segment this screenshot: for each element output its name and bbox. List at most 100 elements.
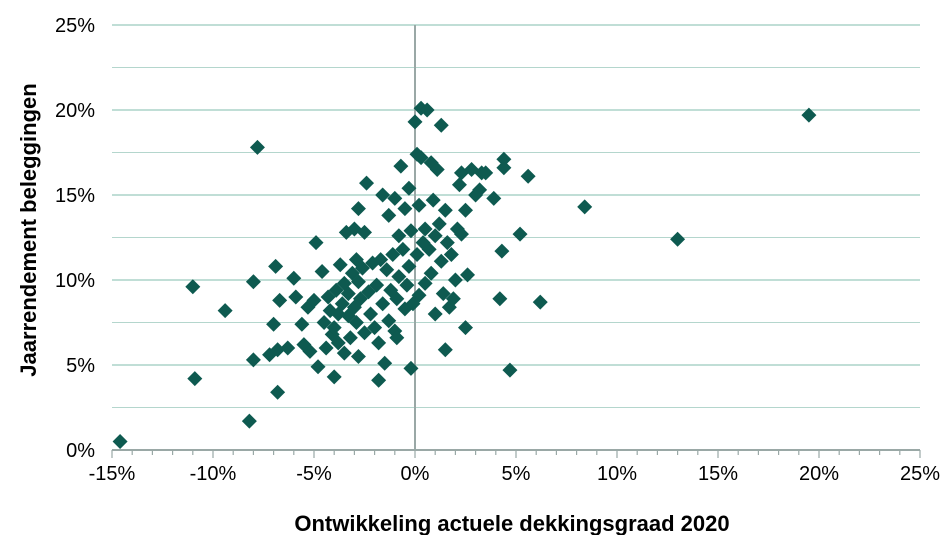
x-tick-label: 15%	[698, 463, 738, 485]
y-tick-label: 15%	[55, 185, 95, 207]
data-point	[363, 306, 379, 322]
y-tick-label: 25%	[55, 15, 95, 37]
data-point	[336, 345, 352, 361]
data-point	[359, 175, 375, 191]
data-point	[350, 201, 366, 217]
axes	[111, 25, 921, 458]
data-point	[288, 289, 304, 305]
data-point	[443, 247, 459, 262]
data-point	[403, 223, 419, 239]
data-point	[187, 371, 203, 387]
data-point	[801, 107, 817, 123]
data-point	[310, 359, 326, 375]
data-point	[375, 187, 391, 203]
data-point	[350, 349, 366, 364]
data-point	[399, 277, 415, 293]
data-point	[371, 372, 387, 388]
data-point	[437, 202, 453, 218]
data-point	[266, 316, 282, 332]
data-point	[409, 247, 425, 262]
data-point	[381, 313, 397, 329]
data-point	[350, 274, 366, 290]
data-point	[417, 275, 433, 291]
data-point	[458, 320, 473, 336]
data-point	[280, 340, 296, 356]
data-point	[486, 190, 502, 206]
data-point	[302, 343, 318, 359]
data-point	[435, 286, 451, 302]
data-point	[403, 360, 419, 376]
data-point	[532, 294, 548, 310]
data-point	[306, 292, 322, 308]
data-point	[453, 226, 469, 242]
data-point	[411, 197, 427, 213]
data-point	[381, 207, 397, 223]
data-point	[577, 199, 593, 215]
data-point	[429, 162, 445, 177]
data-point	[427, 306, 443, 322]
y-tick-label: 5%	[66, 355, 95, 377]
data-point	[357, 325, 372, 341]
data-point	[425, 192, 441, 208]
data-point	[423, 265, 439, 281]
data-point	[326, 369, 342, 385]
data-point	[512, 226, 528, 242]
data-point	[217, 303, 233, 319]
data-point	[367, 320, 383, 336]
data-point	[385, 247, 401, 262]
data-point	[478, 165, 494, 181]
y-tick-label: 10%	[55, 270, 95, 292]
data-point	[318, 340, 334, 356]
data-point	[330, 335, 346, 351]
data-point	[249, 139, 265, 155]
data-point	[340, 286, 356, 302]
data-point	[369, 277, 385, 293]
x-tick-label: 20%	[799, 463, 839, 485]
data-point	[411, 287, 427, 303]
data-point	[373, 252, 389, 268]
data-point	[502, 362, 518, 378]
x-tick-label: -15%	[89, 463, 136, 485]
data-point	[451, 177, 467, 193]
data-point	[494, 243, 510, 259]
data-point	[496, 160, 512, 176]
data-point	[185, 279, 201, 295]
y-axis-title: Jaarrendement beleggingen	[16, 83, 41, 376]
data-point	[433, 253, 449, 269]
data-point	[389, 291, 405, 307]
data-point	[393, 158, 409, 174]
data-point	[308, 235, 324, 251]
data-point	[472, 182, 488, 198]
data-point	[387, 190, 403, 206]
x-axis-title: Ontwikkeling actuele dekkingsgraad 2020	[294, 511, 729, 535]
data-point	[670, 231, 686, 247]
horizontal-gridlines	[112, 24, 920, 408]
data-point	[357, 224, 372, 240]
data-point	[492, 291, 508, 307]
x-tick-label: 0%	[401, 463, 430, 485]
data-point	[294, 316, 310, 332]
data-point	[316, 315, 332, 330]
data-point	[112, 434, 128, 449]
data-point	[433, 117, 449, 133]
data-point	[348, 315, 364, 330]
x-tick-label: -10%	[190, 463, 237, 485]
data-point	[417, 221, 433, 237]
data-point	[401, 180, 417, 196]
data-point	[389, 330, 405, 346]
data-point	[371, 335, 387, 351]
y-tick-label: 0%	[66, 440, 95, 462]
x-tick-label: 5%	[502, 463, 531, 485]
data-point	[245, 352, 261, 368]
data-point	[421, 241, 437, 257]
data-point	[397, 201, 413, 217]
data-point	[391, 269, 407, 285]
data-point	[270, 384, 286, 400]
data-point	[431, 216, 447, 232]
data-point	[375, 296, 391, 312]
data-points	[112, 100, 817, 449]
data-point	[413, 150, 429, 166]
data-point	[379, 262, 395, 278]
data-point	[342, 330, 358, 346]
data-point	[286, 270, 302, 286]
